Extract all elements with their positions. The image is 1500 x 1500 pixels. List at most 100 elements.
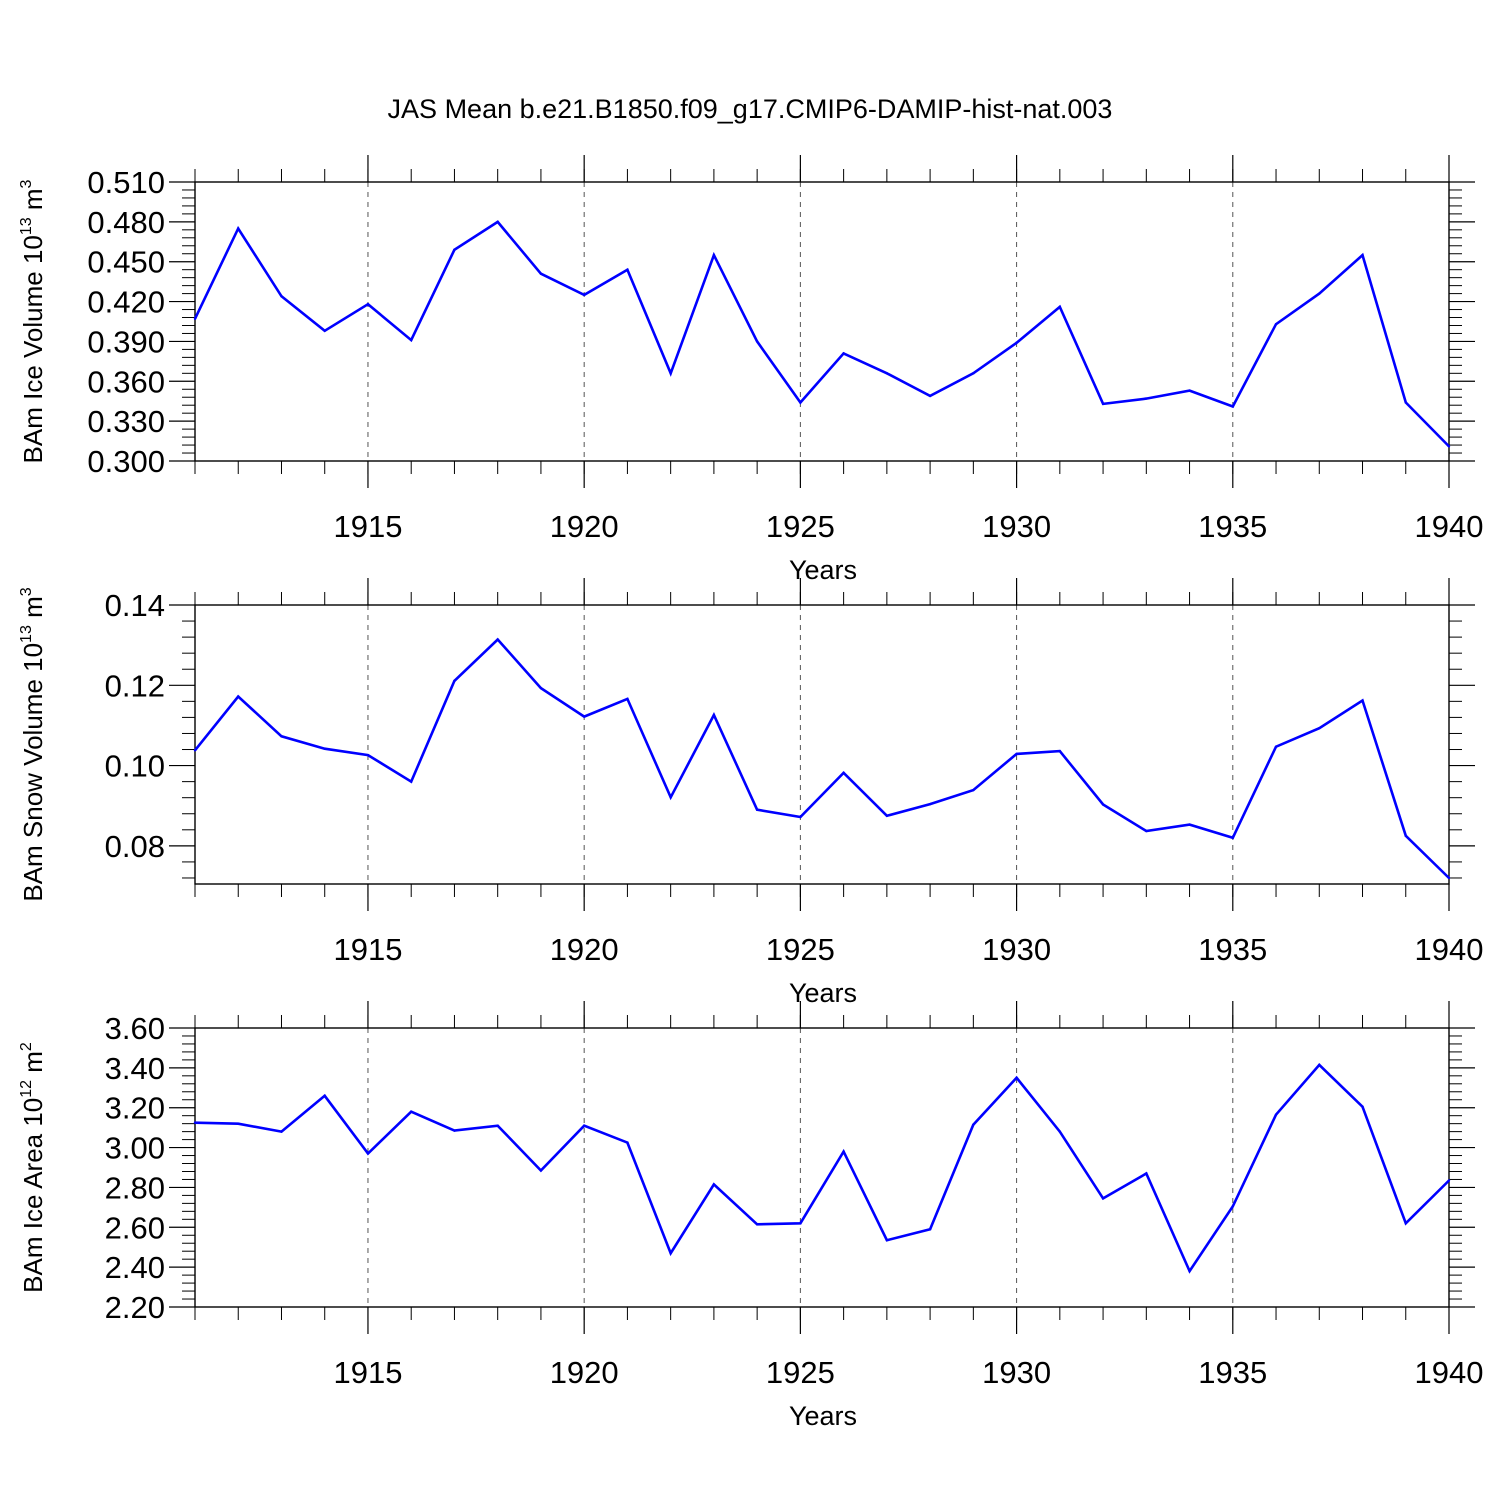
data-point	[1274, 322, 1278, 326]
y-tick-label: 3.00	[105, 1131, 165, 1166]
data-point	[1145, 397, 1148, 400]
data-point	[626, 697, 629, 701]
y-tick-label: 0.14	[105, 588, 165, 623]
data-point	[453, 1129, 456, 1132]
data-point	[1015, 341, 1018, 344]
x-tick-label: 1915	[333, 509, 402, 544]
plot-frame	[194, 1027, 1450, 1308]
data-point	[410, 1110, 413, 1113]
data-point	[496, 638, 499, 641]
x-tick-label: 1930	[982, 932, 1051, 967]
data-point	[280, 295, 283, 298]
data-point	[366, 303, 370, 306]
y-tick-label: 0.12	[105, 668, 165, 703]
data-point	[1058, 305, 1062, 309]
data-point	[842, 1150, 845, 1153]
series-line	[193, 637, 1450, 879]
data-point	[1188, 1269, 1191, 1273]
data-point	[972, 372, 975, 375]
x-tick-label: 1940	[1415, 1355, 1484, 1390]
data-point	[1404, 1222, 1407, 1225]
data-point	[842, 771, 845, 775]
data-point	[1231, 405, 1234, 408]
data-point	[193, 749, 197, 752]
x-tick-label: 1920	[550, 1355, 619, 1390]
data-point	[453, 679, 456, 683]
chart-title: JAS Mean b.e21.B1850.f09_g17.CMIP6-DAMIP…	[388, 94, 1113, 124]
data-point	[1447, 876, 1451, 880]
x-tick-label: 1935	[1198, 509, 1267, 544]
x-tick-label: 1930	[982, 509, 1051, 544]
x-axis-title: Years	[789, 978, 857, 1008]
x-tick-label: 1925	[766, 1355, 835, 1390]
chart-panel-1: 1915 1920 1925 1930 1935 1940 0.300 0.330 0.360 0…	[18, 155, 1483, 585]
data-point	[1404, 401, 1407, 404]
series-line	[193, 220, 1450, 448]
y-tick-label: 0.450	[87, 245, 165, 280]
y-tick-label: 3.40	[105, 1051, 165, 1086]
data-point	[366, 753, 370, 757]
data-point	[237, 1122, 240, 1125]
data-point	[410, 338, 413, 342]
data-point	[1274, 1113, 1278, 1116]
data-point	[1188, 823, 1191, 826]
data-point	[1231, 836, 1234, 840]
data-point	[799, 1222, 802, 1225]
y-tick-label: 0.390	[87, 324, 165, 359]
x-tick-label: 1935	[1198, 1355, 1267, 1390]
x-tick-label: 1940	[1415, 932, 1484, 967]
y-tick-label: 0.360	[87, 364, 165, 399]
data-point	[1404, 834, 1407, 838]
data-point	[193, 317, 197, 321]
x-tick-label: 1930	[982, 1355, 1051, 1390]
data-point	[496, 220, 499, 224]
data-point	[582, 1124, 586, 1127]
data-point	[842, 352, 845, 355]
data-point	[582, 293, 586, 297]
x-tick-label: 1940	[1415, 509, 1484, 544]
data-point	[669, 372, 672, 375]
data-point	[1145, 1172, 1148, 1175]
data-point	[1058, 1130, 1062, 1133]
chart-panel-3: 1915 1920 1925 1930 1935 1940 2.20 2.40 2.60 2.80…	[18, 1001, 1483, 1431]
data-point	[1361, 699, 1364, 702]
data-point	[323, 1094, 326, 1097]
data-point	[237, 695, 240, 698]
data-point	[453, 248, 456, 251]
data-point	[539, 686, 543, 690]
series-line	[194, 1063, 1450, 1274]
data-point	[626, 1141, 629, 1144]
y-axis-title: BAm Ice Area 1012 m2	[18, 1042, 48, 1293]
data-point	[1361, 253, 1364, 257]
y-tick-label: 2.80	[105, 1170, 165, 1205]
y-tick-label: 0.10	[105, 749, 165, 784]
data-point	[1145, 829, 1148, 833]
data-point	[928, 394, 932, 398]
data-point	[410, 780, 413, 783]
x-axis-title: Years	[789, 555, 857, 585]
x-tick-label: 1925	[766, 932, 835, 967]
data-point	[928, 802, 932, 806]
y-tick-label: 0.480	[87, 205, 165, 240]
data-point	[1447, 445, 1451, 448]
x-tick-label: 1920	[550, 509, 619, 544]
data-point	[972, 1123, 975, 1126]
x-axis-title: Years	[789, 1401, 857, 1431]
data-point	[885, 372, 889, 375]
data-point	[582, 715, 586, 718]
data-point	[885, 1239, 889, 1242]
data-point	[280, 735, 283, 738]
data-point	[1101, 402, 1105, 406]
data-point	[755, 808, 759, 811]
data-point	[928, 1228, 932, 1231]
data-point	[799, 815, 802, 819]
chart-panel-2: 1915 1920 1925 1930 1935 1940 0.08 0.10 0.12 0.14…	[18, 578, 1483, 1008]
data-point	[755, 340, 759, 343]
x-tick-label: 1915	[333, 932, 402, 967]
y-tick-label: 3.20	[105, 1091, 165, 1126]
data-point	[539, 1169, 543, 1172]
data-point	[1274, 745, 1278, 748]
data-point	[323, 329, 326, 332]
x-tick-label: 1925	[766, 509, 835, 544]
